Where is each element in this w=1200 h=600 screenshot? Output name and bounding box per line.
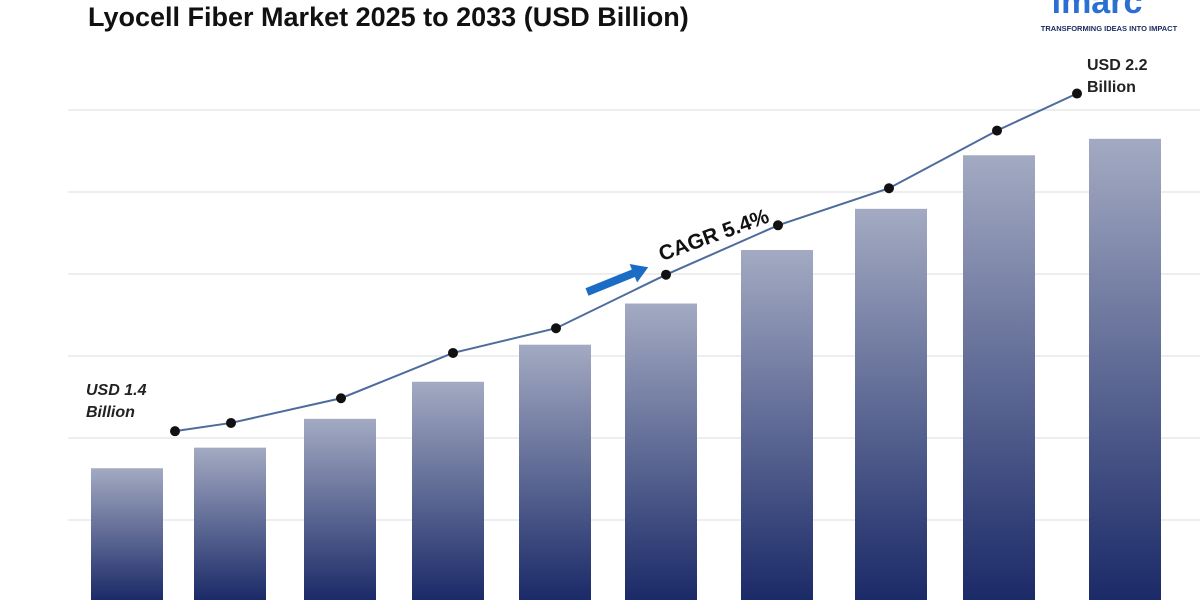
bar bbox=[304, 418, 376, 600]
trend-dot bbox=[170, 426, 180, 437]
bar bbox=[412, 381, 484, 600]
start-label: USD 1.4 bbox=[86, 382, 147, 399]
trend-dot bbox=[336, 393, 346, 404]
cagr-arrow bbox=[585, 263, 649, 296]
trend-dot bbox=[884, 183, 894, 194]
start-label: Billion bbox=[86, 404, 135, 421]
bar bbox=[91, 468, 163, 600]
bar bbox=[1089, 138, 1161, 600]
bar bbox=[519, 344, 591, 600]
end-label: USD 2.2 bbox=[1087, 57, 1148, 74]
logo: imarc bbox=[1052, 0, 1143, 21]
bar bbox=[194, 447, 266, 600]
end-label: Billion bbox=[1087, 79, 1136, 96]
bar bbox=[625, 303, 697, 600]
trend-dot bbox=[551, 323, 561, 334]
trend-dot bbox=[1072, 88, 1082, 99]
trend-dot bbox=[992, 125, 1002, 136]
bar bbox=[855, 208, 927, 600]
bar bbox=[963, 155, 1035, 600]
bar bbox=[741, 250, 813, 600]
logo-tagline: TRANSFORMING IDEAS INTO IMPACT bbox=[1041, 24, 1178, 33]
trend-dot bbox=[661, 269, 671, 280]
trend-dot bbox=[226, 417, 236, 428]
trend-dot bbox=[773, 220, 783, 231]
chart-title: Lyocell Fiber Market 2025 to 2033 (USD B… bbox=[88, 2, 689, 32]
trend-dot bbox=[448, 347, 458, 358]
trend-line bbox=[174, 92, 1078, 433]
